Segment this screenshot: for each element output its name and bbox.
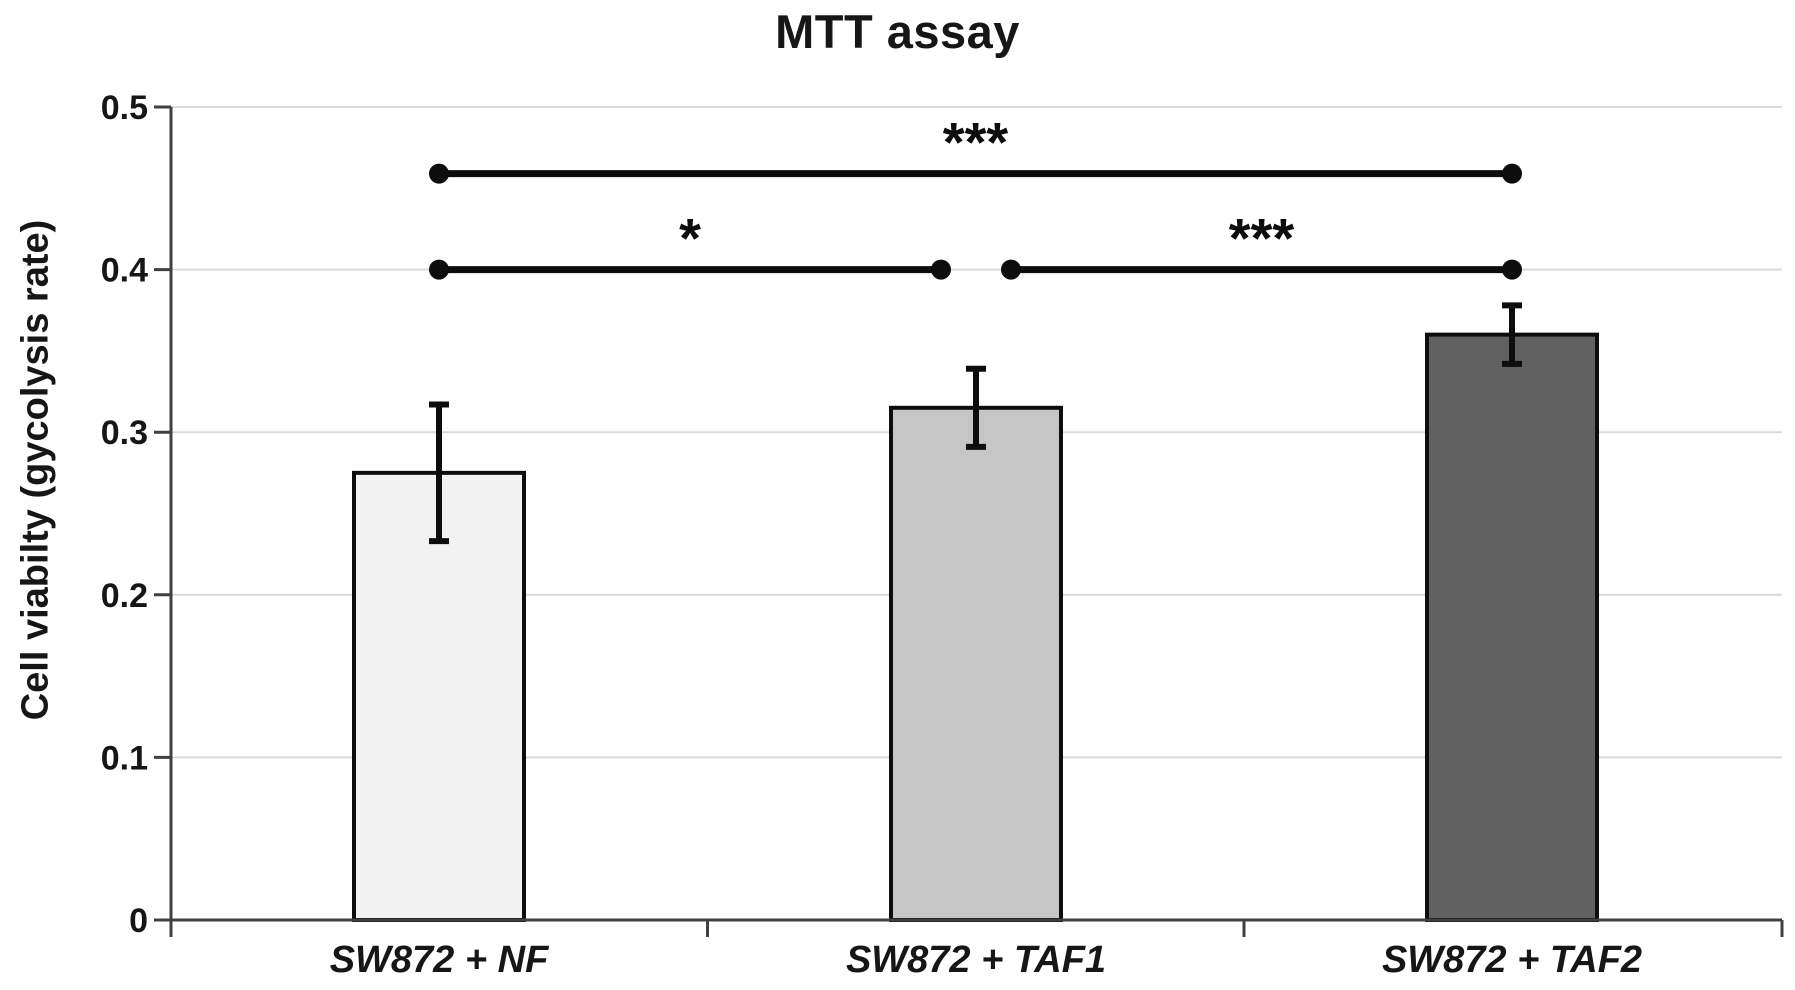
bar [889, 405, 1063, 922]
category-label: SW872 + TAF2 [1382, 939, 1642, 981]
category-label: SW872 + TAF1 [846, 939, 1106, 981]
significance-dot [1502, 259, 1522, 280]
y-tick-label: 0.4 [101, 252, 148, 290]
chart-title: MTT assay [775, 5, 1020, 58]
y-tick-label: 0.1 [101, 739, 148, 777]
significance-dot [931, 259, 951, 280]
significance-label: *** [1229, 207, 1295, 270]
category-label: SW872 + NF [330, 939, 550, 981]
significance-dot [1001, 259, 1021, 280]
significance-label: * [679, 207, 701, 270]
significance-dot [429, 259, 449, 280]
significance-dot [1502, 163, 1522, 184]
y-tick-label: 0 [129, 902, 148, 940]
y-tick-label: 0.5 [101, 89, 148, 127]
significance-label: *** [943, 111, 1009, 174]
bar [1425, 332, 1599, 922]
significance-dot [429, 163, 449, 184]
y-tick-label: 0.2 [101, 577, 148, 615]
bar [352, 470, 526, 922]
y-tick-label: 0.3 [101, 414, 148, 452]
